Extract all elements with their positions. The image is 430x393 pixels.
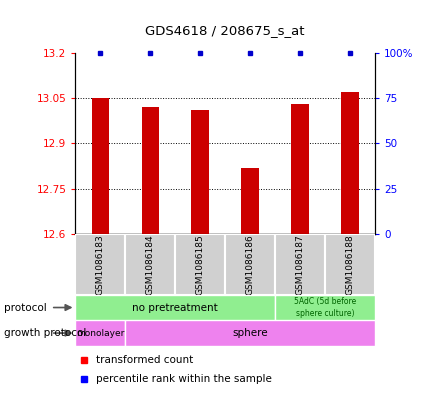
Text: no pretreatment: no pretreatment	[132, 303, 218, 312]
Text: GSM1086186: GSM1086186	[245, 234, 254, 295]
Text: percentile rank within the sample: percentile rank within the sample	[96, 374, 272, 384]
Bar	[274, 234, 324, 295]
Text: growth protocol: growth protocol	[4, 328, 86, 338]
Bar	[341, 92, 358, 234]
Bar	[291, 104, 308, 234]
Text: protocol: protocol	[4, 303, 47, 312]
Bar	[141, 107, 159, 234]
Text: GSM1086188: GSM1086188	[345, 234, 354, 295]
Bar	[241, 167, 258, 234]
Text: GSM1086183: GSM1086183	[95, 234, 104, 295]
Bar	[92, 98, 109, 234]
Text: GSM1086185: GSM1086185	[195, 234, 204, 295]
Text: 5AdC (5d before
sphere culture): 5AdC (5d before sphere culture)	[293, 298, 355, 318]
Bar	[75, 234, 125, 295]
Text: transformed count: transformed count	[96, 354, 193, 365]
Bar	[125, 320, 374, 346]
Text: GSM1086187: GSM1086187	[295, 234, 304, 295]
Bar	[324, 234, 374, 295]
Bar	[75, 320, 125, 346]
Bar	[125, 234, 175, 295]
Text: GSM1086184: GSM1086184	[145, 234, 154, 295]
Bar	[224, 234, 274, 295]
Bar	[274, 295, 374, 320]
Bar	[75, 295, 274, 320]
Text: sphere: sphere	[232, 328, 267, 338]
Bar	[175, 234, 224, 295]
Text: monolayer: monolayer	[76, 329, 124, 338]
Bar	[191, 110, 209, 234]
Text: GDS4618 / 208675_s_at: GDS4618 / 208675_s_at	[145, 24, 304, 37]
